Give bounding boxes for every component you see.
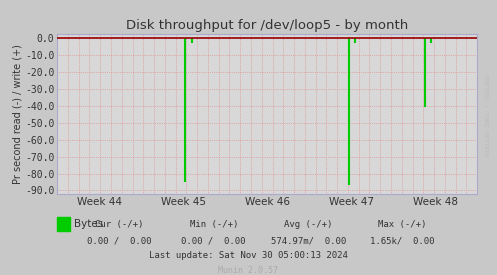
Title: Disk throughput for /dev/loop5 - by month: Disk throughput for /dev/loop5 - by mont…	[126, 19, 408, 32]
Text: Min (-/+): Min (-/+)	[189, 220, 238, 229]
Y-axis label: Pr second read (-) / write (+): Pr second read (-) / write (+)	[12, 44, 22, 184]
Text: 574.97m/  0.00: 574.97m/ 0.00	[270, 236, 346, 245]
Text: Last update: Sat Nov 30 05:00:13 2024: Last update: Sat Nov 30 05:00:13 2024	[149, 251, 348, 260]
Text: Bytes: Bytes	[74, 219, 103, 229]
Text: RRDTOOL / TOBI OETIKER: RRDTOOL / TOBI OETIKER	[483, 74, 488, 157]
Text: Max (-/+): Max (-/+)	[378, 220, 427, 229]
Text: Munin 2.0.57: Munin 2.0.57	[219, 266, 278, 274]
Text: 1.65k/  0.00: 1.65k/ 0.00	[370, 236, 435, 245]
Text: 0.00 /  0.00: 0.00 / 0.00	[87, 236, 152, 245]
Text: Avg (-/+): Avg (-/+)	[284, 220, 332, 229]
Text: 0.00 /  0.00: 0.00 / 0.00	[181, 236, 246, 245]
Text: Cur (-/+): Cur (-/+)	[95, 220, 144, 229]
